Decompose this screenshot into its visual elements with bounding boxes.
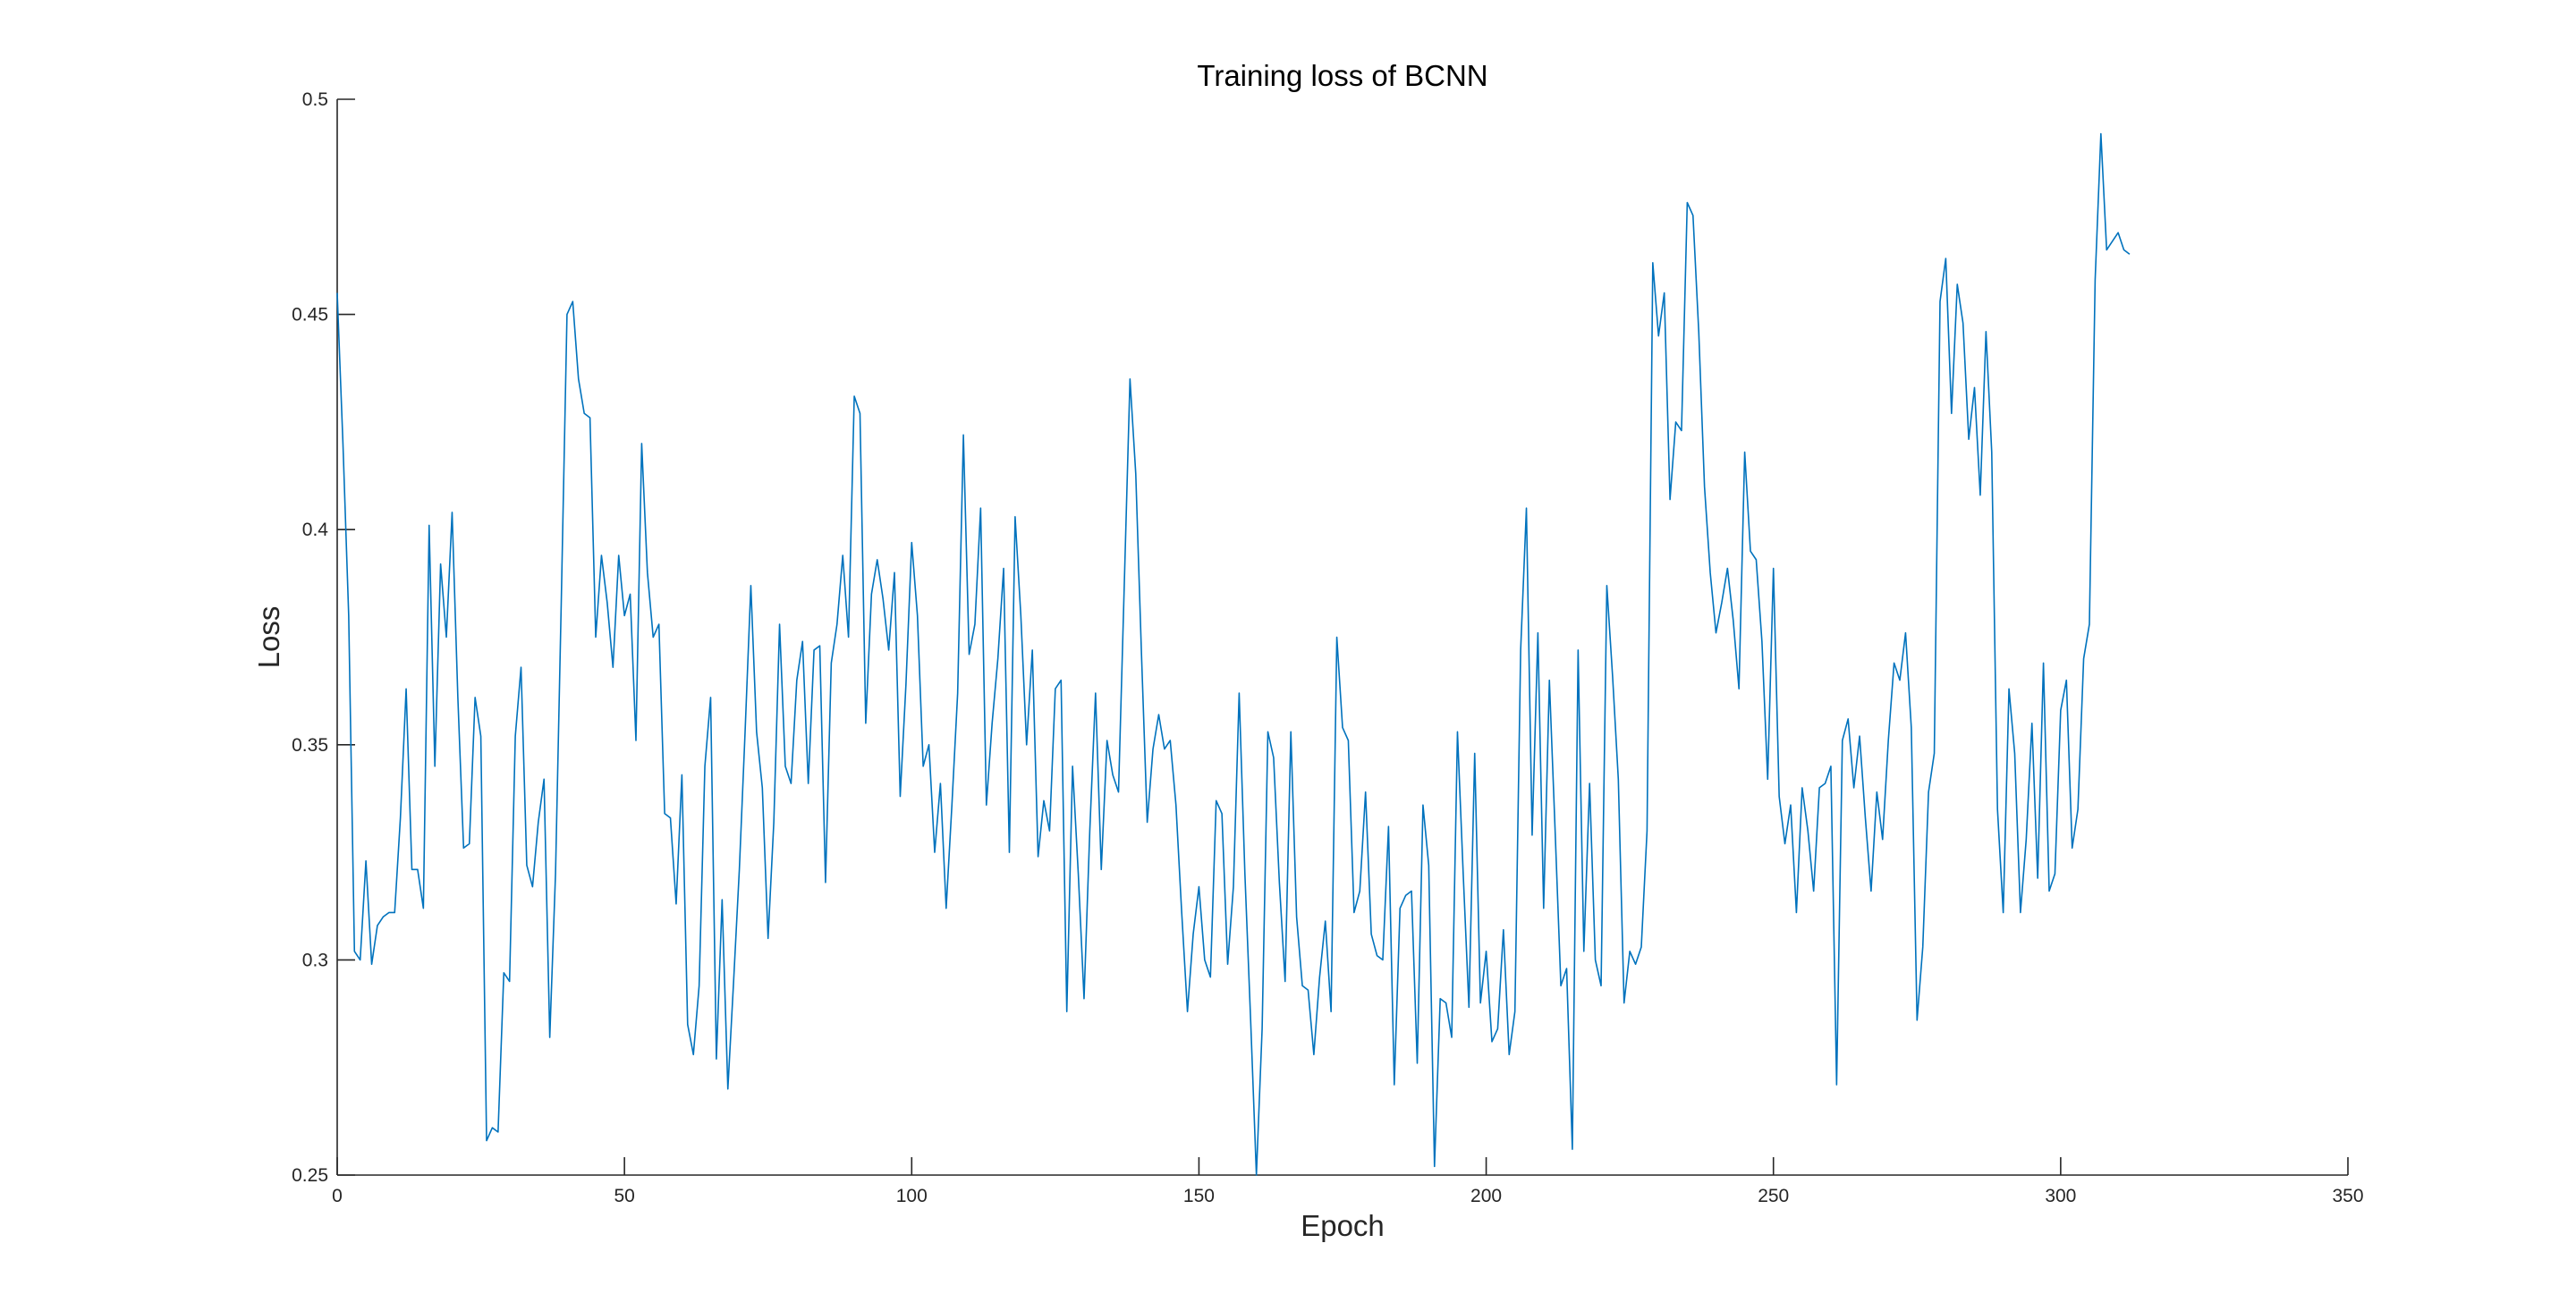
x-tick-label: 200 [1470, 1186, 1502, 1206]
x-axis-title: Epoch [1301, 1209, 1385, 1242]
y-axis-ticks: 0.25 0.3 0.35 0.4 0.45 0.5 [292, 89, 355, 1186]
y-tick-label: 0.3 [302, 950, 328, 970]
loss-series-line [336, 132, 2131, 1176]
y-tick-label: 0.25 [292, 1165, 328, 1186]
series-group [336, 132, 2131, 1176]
x-axis-ticks: 0 50 100 150 200 250 300 350 [332, 1157, 2364, 1206]
y-tick-label: 0.35 [292, 735, 328, 756]
x-tick-label: 300 [2045, 1186, 2076, 1206]
x-tick-label: 100 [896, 1186, 928, 1206]
x-tick-label: 50 [614, 1186, 634, 1206]
y-tick-label: 0.4 [302, 520, 329, 540]
chart-title: Training loss of BCNN [1197, 59, 1487, 92]
x-tick-label: 150 [1183, 1186, 1215, 1206]
x-tick-label: 250 [1758, 1186, 1789, 1206]
y-tick-label: 0.45 [292, 305, 328, 326]
y-axis-title: Loss [252, 606, 285, 669]
x-tick-label: 350 [2332, 1186, 2363, 1206]
x-tick-label: 0 [332, 1186, 343, 1206]
y-tick-label: 0.5 [302, 89, 328, 110]
